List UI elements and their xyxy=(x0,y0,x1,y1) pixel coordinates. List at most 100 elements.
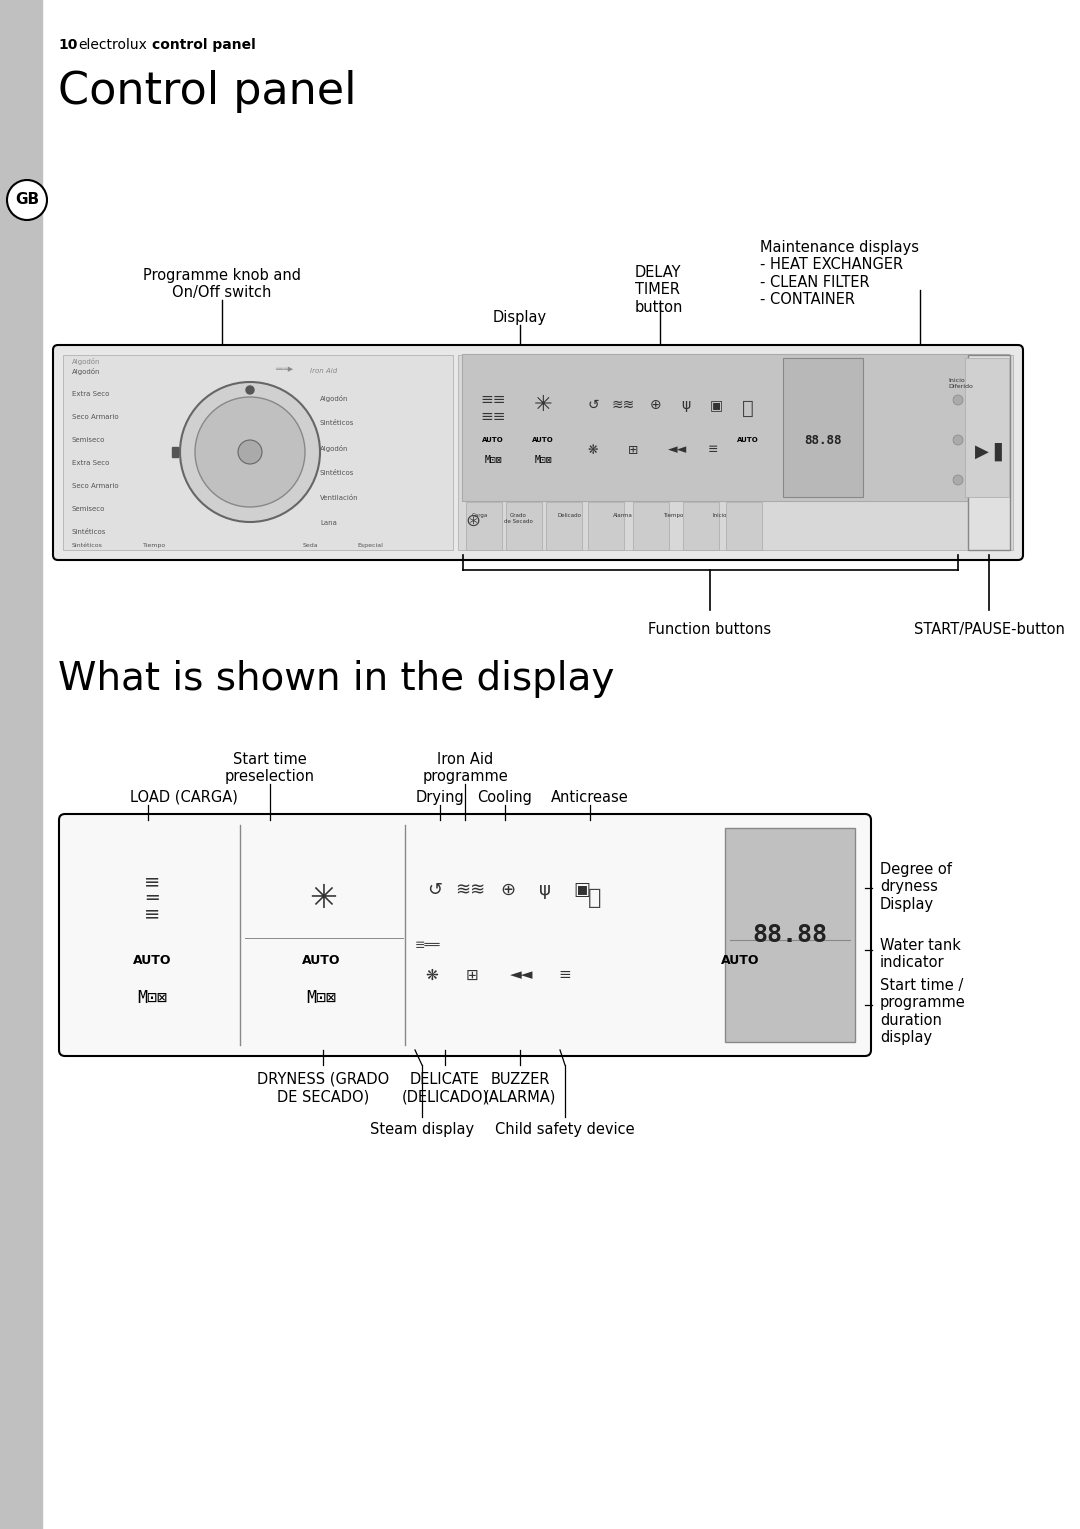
Bar xyxy=(588,502,624,550)
Bar xyxy=(465,502,502,550)
Text: Algodón: Algodón xyxy=(320,445,349,453)
Text: Child safety device: Child safety device xyxy=(496,1122,635,1138)
Circle shape xyxy=(953,394,963,405)
Text: AUTO: AUTO xyxy=(532,437,554,443)
Text: Tiempo: Tiempo xyxy=(144,543,166,547)
Text: ψ: ψ xyxy=(539,881,551,899)
Circle shape xyxy=(953,476,963,485)
Text: Start time
preselection: Start time preselection xyxy=(225,752,315,784)
Text: ≡══: ≡══ xyxy=(415,939,441,951)
Text: Ventilación: Ventilación xyxy=(320,495,359,502)
Text: Carga: Carga xyxy=(472,514,488,518)
Bar xyxy=(726,502,762,550)
Text: Function buttons: Function buttons xyxy=(648,622,771,638)
Circle shape xyxy=(6,180,48,220)
Text: Sintéticos: Sintéticos xyxy=(320,469,354,476)
Text: Start time /
programme
duration
display: Start time / programme duration display xyxy=(880,979,966,1046)
Text: Sintéticos: Sintéticos xyxy=(320,420,354,427)
Text: AUTO: AUTO xyxy=(301,954,340,966)
Text: ≡: ≡ xyxy=(558,968,571,983)
Text: ↺: ↺ xyxy=(588,398,598,411)
FancyBboxPatch shape xyxy=(59,813,870,1057)
Text: M⊡⊠: M⊡⊠ xyxy=(535,456,552,465)
Text: ⊞: ⊞ xyxy=(627,443,638,457)
Bar xyxy=(507,502,542,550)
Circle shape xyxy=(195,398,305,508)
Text: Seda: Seda xyxy=(302,543,318,547)
Text: DRYNESS (GRADO
DE SECADO): DRYNESS (GRADO DE SECADO) xyxy=(257,1072,389,1104)
Text: ⊞: ⊞ xyxy=(465,968,478,983)
Bar xyxy=(783,358,863,497)
Text: Iron Aid
programme: Iron Aid programme xyxy=(422,752,508,784)
Text: ≋≋: ≋≋ xyxy=(611,398,635,411)
Bar xyxy=(633,502,669,550)
Text: ◄◄: ◄◄ xyxy=(669,443,688,457)
Text: Steam display: Steam display xyxy=(370,1122,474,1138)
Text: electrolux: electrolux xyxy=(78,38,147,52)
Text: 🪣: 🪣 xyxy=(589,888,602,908)
Text: AUTO: AUTO xyxy=(738,437,759,443)
Text: Extra Seco: Extra Seco xyxy=(72,460,109,466)
Bar xyxy=(63,355,453,550)
Bar xyxy=(172,446,178,457)
Text: What is shown in the display: What is shown in the display xyxy=(58,661,615,699)
Text: ⊕: ⊕ xyxy=(650,398,662,411)
Text: AUTO: AUTO xyxy=(482,437,504,443)
Text: GB: GB xyxy=(15,193,39,208)
Text: START/PAUSE-button: START/PAUSE-button xyxy=(914,622,1065,638)
Bar xyxy=(458,355,1013,550)
Text: Programme knob and
On/Off switch: Programme knob and On/Off switch xyxy=(143,268,301,300)
Text: Delicado: Delicado xyxy=(558,514,582,518)
Text: AUTO: AUTO xyxy=(720,954,759,966)
Text: Semiseco: Semiseco xyxy=(72,506,106,512)
Text: Water tank
indicator: Water tank indicator xyxy=(880,937,961,971)
Bar xyxy=(462,355,1009,502)
Text: Anticrease: Anticrease xyxy=(551,790,629,804)
Text: ≋≋: ≋≋ xyxy=(455,881,485,899)
Text: ▣: ▣ xyxy=(573,881,591,899)
Text: ▶▐: ▶▐ xyxy=(975,443,1003,462)
Text: ≡≡
≡≡: ≡≡ ≡≡ xyxy=(481,391,505,424)
Circle shape xyxy=(180,382,320,521)
Text: ↺: ↺ xyxy=(428,881,443,899)
Text: Tiempo: Tiempo xyxy=(663,514,684,518)
Text: Inicio: Inicio xyxy=(713,514,727,518)
Text: DELICATE
(DELICADO): DELICATE (DELICADO) xyxy=(402,1072,488,1104)
Text: LOAD (CARGA): LOAD (CARGA) xyxy=(130,790,238,804)
Text: ⊛: ⊛ xyxy=(465,512,481,531)
Text: Algodón: Algodón xyxy=(72,358,100,365)
Text: Control panel: Control panel xyxy=(58,70,356,113)
Text: control panel: control panel xyxy=(152,38,256,52)
Circle shape xyxy=(238,440,262,463)
Text: Cooling: Cooling xyxy=(477,790,532,804)
Text: ψ: ψ xyxy=(681,398,690,411)
Text: Seco Armario: Seco Armario xyxy=(72,414,119,420)
Text: Especial: Especial xyxy=(357,543,383,547)
Text: ❋: ❋ xyxy=(426,968,438,983)
Bar xyxy=(725,829,855,1041)
Text: Sintéticos: Sintéticos xyxy=(72,543,103,547)
Text: Lana: Lana xyxy=(320,520,337,526)
Text: BUZZER
(ALARMA): BUZZER (ALARMA) xyxy=(484,1072,556,1104)
Text: Algodón: Algodón xyxy=(72,368,100,375)
Text: AUTO: AUTO xyxy=(133,954,172,966)
Text: ⊕: ⊕ xyxy=(500,881,515,899)
Text: ❋: ❋ xyxy=(588,443,598,457)
Text: Maintenance displays
- HEAT EXCHANGER
- CLEAN FILTER
- CONTAINER: Maintenance displays - HEAT EXCHANGER - … xyxy=(760,240,919,307)
Bar xyxy=(968,355,1010,550)
Text: Iron Aid: Iron Aid xyxy=(310,368,337,375)
FancyBboxPatch shape xyxy=(53,346,1023,560)
Text: Degree of
dryness
Display: Degree of dryness Display xyxy=(880,862,951,911)
Text: M⊡⊠: M⊡⊠ xyxy=(306,989,336,1008)
Text: Extra Seco: Extra Seco xyxy=(72,391,109,398)
Bar xyxy=(683,502,719,550)
Text: 88.88: 88.88 xyxy=(753,924,827,946)
Text: ✳: ✳ xyxy=(309,882,337,914)
Text: Sintéticos: Sintéticos xyxy=(72,529,106,535)
Bar xyxy=(0,0,42,1529)
Text: ▣: ▣ xyxy=(710,398,723,411)
Text: Drying: Drying xyxy=(416,790,464,804)
Circle shape xyxy=(246,385,254,394)
Text: Semiseco: Semiseco xyxy=(72,437,106,443)
Text: ≡
═
≡: ≡ ═ ≡ xyxy=(144,873,160,924)
